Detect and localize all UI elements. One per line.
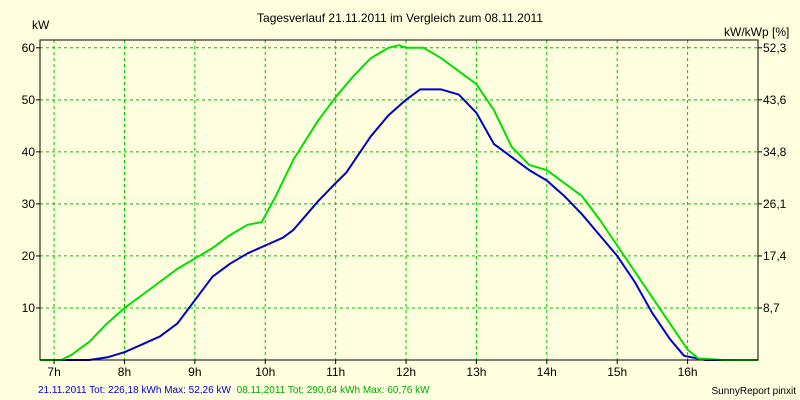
x-tick-label: 12h [396, 365, 416, 379]
x-tick-label: 8h [118, 365, 131, 379]
y-tick-label-right: 52,3 [763, 41, 787, 55]
y-tick-label-left: 40 [22, 145, 36, 159]
y-tick-label-right: 17,4 [763, 249, 787, 263]
series-line-1 [40, 88, 758, 361]
x-tick-label: 16h [678, 365, 698, 379]
y-axis-label-right: kW/kWp [%] [724, 25, 789, 39]
y-tick-label-left: 50 [22, 93, 36, 107]
series-group [40, 44, 758, 361]
y-tick-label-left: 20 [22, 249, 36, 263]
footer-brand: SunnyReport pinxit [712, 386, 797, 397]
plot-frame [39, 39, 759, 361]
x-tick-label: 14h [537, 365, 557, 379]
footer-series-2: 08.11.2011 Tot: 290,64 kWh Max: 60,76 kW [237, 385, 430, 396]
x-tick-label: 15h [607, 365, 627, 379]
tick-labels: 7h 8h 9h 10h 11h 12h 13h 14h 15h 16h 10 8,7 20 17,4 30… [22, 41, 787, 379]
y-tick-label-right: 43,6 [763, 93, 787, 107]
y-tick-label-right: 26,1 [763, 197, 787, 211]
y-tick-label-left: 10 [22, 301, 36, 315]
chart-title: Tagesverlauf 21.11.2011 im Vergleich zum… [257, 11, 543, 25]
series-line-2 [40, 44, 758, 361]
x-tick-label: 10h [255, 365, 275, 379]
y-axis-label-left: kW [32, 18, 50, 32]
x-tick-label: 11h [326, 365, 345, 379]
grid [40, 40, 758, 360]
y-tick-label-left: 30 [22, 197, 36, 211]
plot-area [40, 40, 758, 360]
y-tick-label-left: 60 [22, 41, 36, 55]
x-tick-label: 13h [466, 365, 486, 379]
x-tick-label: 9h [188, 365, 201, 379]
x-tick-label: 7h [47, 365, 60, 379]
footer-series-1: 21.11.2011 Tot: 226,18 kWh Max: 52,26 kW [38, 385, 231, 396]
y-tick-label-right: 8,7 [763, 301, 780, 315]
footer-legend: 21.11.2011 Tot: 226,18 kWh Max: 52,26 kW… [38, 385, 430, 396]
y-tick-label-right: 34,8 [763, 145, 787, 159]
